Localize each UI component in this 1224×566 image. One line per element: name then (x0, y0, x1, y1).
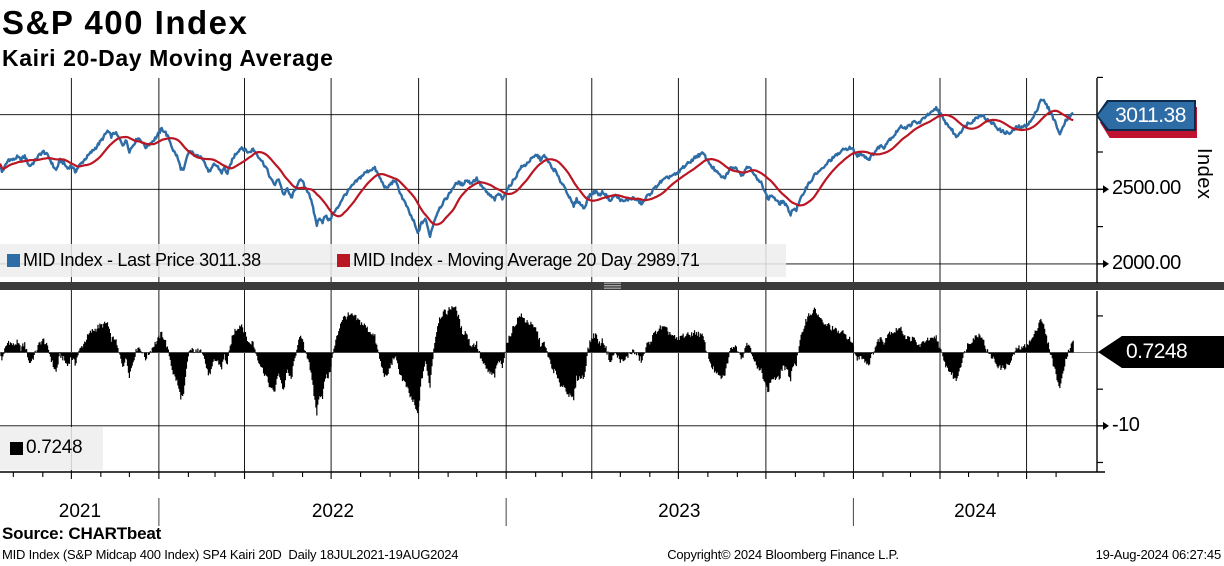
x-year-label-2022: 2022 (311, 501, 355, 522)
blue-swatch-icon (7, 253, 20, 267)
y-tick-label-2500: 2500.00 (1112, 177, 1181, 199)
y-axis-title: Index (1193, 148, 1215, 200)
footer-timestamp: 19-Aug-2024 06:27:45 (1095, 547, 1222, 562)
red-swatch-icon (337, 253, 350, 267)
x-year-label-2021: 2021 (58, 501, 102, 522)
legend-item-moving-average[interactable]: MID Index - Moving Average 20 Day 2989.7… (337, 249, 700, 271)
x-year-label-2024: 2024 (954, 501, 997, 522)
last-price-value: 3011.38 (1115, 103, 1186, 127)
black-swatch-icon (10, 441, 23, 455)
page-title: S&P 400 Index (2, 4, 249, 41)
moving-average-line (0, 109, 1074, 226)
footer-description: MID Index (S&P Midcap 400 Index) SP4 Kai… (2, 547, 459, 562)
source-credit: Source: CHARTbeat (2, 524, 162, 543)
top-legend-band: MID Index - Last Price 3011.38 MID Index… (0, 244, 786, 277)
legend-label: MID Index - Last Price 3011.38 (23, 249, 261, 270)
tick-arrow-icon (1103, 185, 1109, 194)
x-year-label-2023: 2023 (658, 501, 701, 522)
price-line (0, 98, 1074, 239)
kairi-value: 0.7248 (1126, 340, 1188, 363)
tick-arrow-icon (1103, 259, 1109, 268)
chart-subtitle: Kairi 20-Day Moving Average (2, 45, 334, 71)
kairi-bars (0, 306, 1074, 416)
kairi-value-badge: 0.7248 (1098, 336, 1224, 368)
kairi-legend-box: 0.7248 (0, 427, 103, 470)
legend-label: 0.7248 (26, 437, 83, 458)
legend-item-kairi[interactable]: 0.7248 (10, 437, 83, 459)
footer-copyright: Copyright© 2024 Bloomberg Finance L.P. (667, 547, 899, 562)
legend-item-last-price[interactable]: MID Index - Last Price 3011.38 (7, 249, 261, 271)
y-tick-label-2000: 2000.00 (1112, 252, 1181, 274)
last-price-badge: 3011.38 (1096, 100, 1196, 131)
y-tick-label-minus10: -10 (1112, 414, 1140, 436)
tick-arrow-icon (1103, 421, 1109, 430)
legend-label: MID Index - Moving Average 20 Day 2989.7… (353, 249, 700, 270)
